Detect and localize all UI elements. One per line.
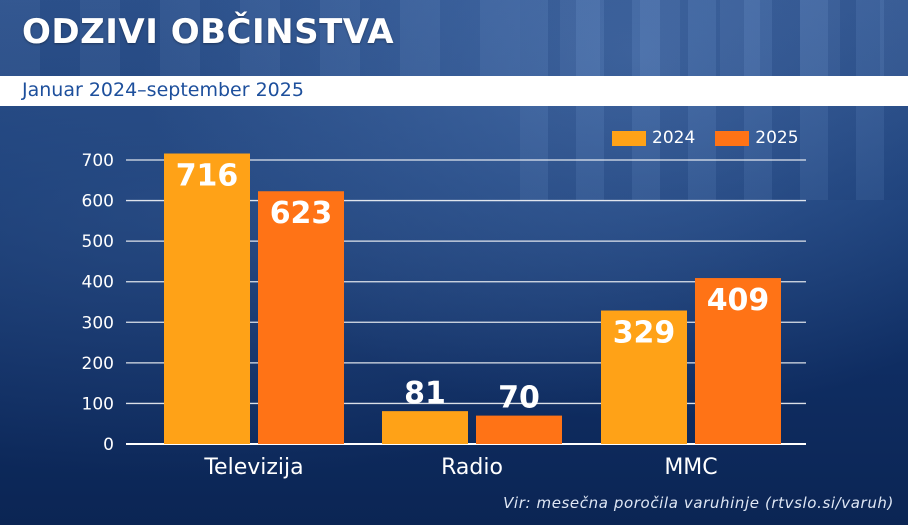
- y-tick-label: 200: [82, 354, 114, 374]
- y-tick-label: 500: [82, 232, 114, 252]
- y-tick-label: 400: [82, 273, 114, 293]
- x-tick-label: Radio: [441, 455, 503, 480]
- page-subtitle: Januar 2024–september 2025: [22, 79, 304, 101]
- legend-item-2025: 2025: [715, 128, 799, 148]
- bar-2025-radio: [476, 415, 562, 444]
- legend-swatch-2024: [612, 130, 646, 146]
- x-tick-label: Televizija: [203, 455, 303, 480]
- x-tick-label: MMC: [664, 455, 717, 480]
- data-label: 329: [613, 316, 676, 351]
- bar-2024-radio: [382, 411, 468, 444]
- chart-legend: 2024 2025: [612, 128, 799, 148]
- legend-label-2024: 2024: [652, 128, 696, 148]
- subtitle-bar: [0, 76, 908, 106]
- data-label: 70: [498, 381, 540, 416]
- legend-item-2024: 2024: [612, 128, 695, 148]
- y-tick-label: 700: [82, 151, 114, 171]
- y-tick-label: 100: [82, 394, 114, 414]
- bar-2024-mmc: [601, 310, 687, 444]
- legend-label-2025: 2025: [755, 128, 799, 148]
- source-note: Vir: mesečna poročila varuhinje (rtvslo.…: [503, 494, 894, 512]
- data-label: 81: [404, 376, 446, 411]
- y-tick-label: 600: [82, 192, 114, 212]
- page-title: ODZIVI OBČINSTVA: [22, 12, 395, 52]
- y-tick-label: 0: [103, 435, 114, 455]
- background-texture: [0, 0, 908, 90]
- bar-2025-televizija: [258, 191, 344, 444]
- data-label: 716: [176, 159, 239, 194]
- bar-2025-mmc: [695, 278, 781, 444]
- bar-2024-televizija: [164, 153, 250, 444]
- y-tick-label: 300: [82, 313, 114, 333]
- data-label: 409: [707, 283, 770, 318]
- data-label: 623: [270, 196, 333, 231]
- legend-swatch-2025: [715, 130, 750, 146]
